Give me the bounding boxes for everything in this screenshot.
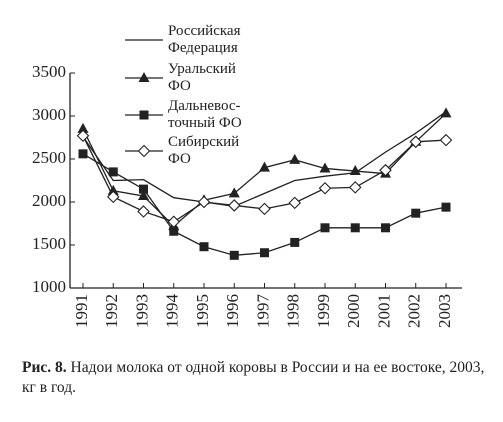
point xyxy=(319,162,331,173)
legend-label: Сибирский ФО xyxy=(168,134,240,167)
legend-label: Российская Федерация xyxy=(168,23,241,56)
point xyxy=(139,184,148,194)
caption-label: Рис. 8. xyxy=(22,359,67,376)
point xyxy=(137,205,150,218)
point xyxy=(138,189,149,200)
x-tick-label: 1999 xyxy=(314,294,333,328)
x-tick-label: 1996 xyxy=(223,294,242,328)
point xyxy=(229,250,239,260)
point xyxy=(439,133,453,147)
y-tick-label: 1500 xyxy=(32,234,66,253)
point xyxy=(440,107,452,118)
point xyxy=(76,129,90,143)
caption: Рис. 8. Надои молока от одной коровы в Р… xyxy=(22,358,492,398)
point xyxy=(260,248,269,258)
point xyxy=(106,190,120,204)
point xyxy=(320,223,330,233)
x-tick-label: 1995 xyxy=(193,294,212,328)
point xyxy=(259,161,270,172)
point xyxy=(227,199,241,212)
y-tick-label: 3000 xyxy=(32,105,66,124)
point xyxy=(78,149,88,159)
point xyxy=(108,167,118,177)
point xyxy=(350,223,360,233)
point xyxy=(77,122,89,133)
chart: 1000 1500 2000 2500 3000 3500 1991 1992 1993 1994… xyxy=(32,39,462,329)
point xyxy=(381,223,390,233)
point xyxy=(258,202,271,216)
point xyxy=(197,195,211,209)
point xyxy=(228,187,240,198)
legend-label: Дальневос- точный ФО xyxy=(168,98,242,131)
legend-label: Уральский ФО xyxy=(168,61,236,94)
x-tick-label: 1993 xyxy=(132,294,151,328)
point xyxy=(289,153,301,164)
point xyxy=(379,163,392,177)
x-tick-label: 1991 xyxy=(72,294,91,328)
x-tick-label: 2002 xyxy=(405,294,424,328)
point xyxy=(348,181,362,194)
point xyxy=(318,181,332,195)
caption-text: Надои молока от одной коровы в России и … xyxy=(22,359,485,396)
point xyxy=(169,226,179,236)
y-tick-label: 3500 xyxy=(32,62,66,81)
y-tick-label: 1000 xyxy=(32,277,66,296)
x-tick-label: 1992 xyxy=(102,294,121,328)
legend-marker xyxy=(137,144,151,158)
point xyxy=(441,202,451,212)
point xyxy=(290,237,300,247)
point xyxy=(411,208,421,218)
series-line xyxy=(82,111,447,207)
x-tick-label: 1994 xyxy=(163,294,182,329)
y-tick-label: 2000 xyxy=(32,191,66,210)
y-tick-label: 2500 xyxy=(32,148,66,167)
x-tick-label: 1998 xyxy=(284,294,303,328)
point xyxy=(288,196,302,210)
x-tick-label: 1997 xyxy=(253,294,272,329)
point xyxy=(167,215,181,229)
point xyxy=(199,242,209,252)
point xyxy=(349,165,361,176)
legend-marker xyxy=(138,72,150,82)
point xyxy=(409,135,423,149)
x-tick-label: 2000 xyxy=(344,294,363,328)
legend-marker xyxy=(139,110,149,120)
x-tick-label: 2003 xyxy=(435,294,454,328)
x-tick-label: 2001 xyxy=(374,294,393,328)
